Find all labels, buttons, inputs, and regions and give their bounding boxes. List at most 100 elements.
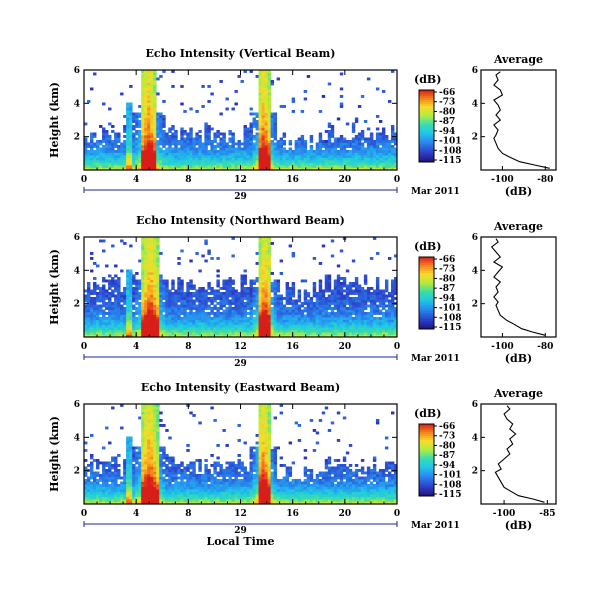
heatmap-cell bbox=[243, 334, 247, 338]
heatmap-cell bbox=[147, 85, 151, 88]
heatmap-cell bbox=[243, 155, 247, 158]
heatmap-cell bbox=[258, 100, 262, 103]
heatmap-cell bbox=[96, 501, 100, 505]
heatmap-cell bbox=[99, 289, 103, 293]
heatmap-cell bbox=[153, 461, 157, 465]
heatmap-cell bbox=[237, 302, 241, 305]
heatmap-cell bbox=[183, 130, 187, 133]
heatmap-cell bbox=[249, 284, 253, 288]
heatmap-cell bbox=[318, 304, 323, 308]
colorbar-segment bbox=[419, 273, 434, 276]
heatmap-cell bbox=[90, 150, 94, 153]
heatmap-cell bbox=[102, 489, 106, 492]
heatmap-cell bbox=[390, 152, 395, 156]
heatmap-cell bbox=[153, 130, 157, 133]
heatmap-cell bbox=[144, 294, 148, 298]
heatmap-cell bbox=[126, 284, 130, 288]
heatmap-cell bbox=[114, 309, 118, 313]
x-tick-label: 12 bbox=[234, 342, 247, 352]
heatmap-cell bbox=[351, 142, 356, 146]
heatmap-cell bbox=[126, 451, 130, 455]
heatmap-cell bbox=[150, 461, 154, 465]
heatmap-cell bbox=[144, 160, 148, 163]
heatmap-cell bbox=[264, 259, 268, 263]
heatmap-cell bbox=[126, 160, 130, 163]
heatmap-cell bbox=[126, 449, 130, 452]
heatmap-cell bbox=[165, 327, 169, 330]
heatmap-cell bbox=[126, 130, 130, 133]
heatmap-cell bbox=[231, 294, 235, 298]
heatmap-cell bbox=[357, 299, 362, 303]
heatmap-cell bbox=[141, 304, 145, 308]
heatmap-cell bbox=[84, 484, 88, 487]
heatmap-cell bbox=[390, 145, 395, 148]
heatmap-cell bbox=[270, 117, 275, 121]
heatmap-cell bbox=[360, 294, 365, 298]
heatmap-cell bbox=[204, 152, 208, 156]
heatmap-cell bbox=[285, 314, 290, 318]
heatmap-cell bbox=[261, 162, 265, 166]
heatmap-cell bbox=[243, 160, 247, 163]
heatmap-cell bbox=[138, 122, 142, 126]
heatmap-cell bbox=[345, 150, 350, 153]
heatmap-cell bbox=[174, 334, 178, 338]
heatmap-cell bbox=[126, 499, 130, 502]
heatmap-cell bbox=[144, 329, 148, 333]
heatmap-cell bbox=[141, 456, 145, 460]
heatmap-cell bbox=[333, 160, 338, 163]
heatmap-cell bbox=[96, 332, 100, 335]
heatmap-cell bbox=[366, 160, 371, 163]
heatmap-cell bbox=[210, 332, 214, 335]
heatmap-cell bbox=[153, 140, 157, 143]
heatmap-cell bbox=[384, 152, 389, 156]
heatmap-cell bbox=[264, 160, 268, 163]
heatmap-cell bbox=[339, 334, 344, 338]
heatmap-cell bbox=[114, 481, 118, 485]
heatmap-cell bbox=[150, 409, 154, 412]
heatmap-cell bbox=[156, 132, 160, 136]
heatmap-cell bbox=[144, 272, 148, 275]
heatmap-cell bbox=[123, 486, 127, 490]
heatmap-cell bbox=[228, 150, 232, 153]
heatmap-cell bbox=[366, 297, 371, 300]
heatmap-cell bbox=[147, 449, 151, 452]
heatmap-cell bbox=[153, 125, 157, 128]
heatmap-cell bbox=[216, 307, 220, 310]
heatmap-cell bbox=[120, 332, 124, 335]
heatmap-cell bbox=[147, 491, 151, 495]
heatmap-cell bbox=[390, 70, 395, 73]
heatmap-cell bbox=[93, 496, 97, 500]
heatmap-cell bbox=[135, 481, 139, 485]
heatmap-cell bbox=[120, 309, 124, 313]
heatmap-cell bbox=[144, 334, 148, 338]
heatmap-cell bbox=[129, 322, 133, 325]
heatmap-cell bbox=[123, 155, 127, 158]
heatmap-cell bbox=[159, 297, 163, 300]
heatmap-cell bbox=[84, 140, 88, 143]
heatmap-cell bbox=[390, 155, 395, 158]
heatmap-cell bbox=[150, 446, 154, 450]
heatmap-cell bbox=[126, 120, 130, 123]
heatmap-cell bbox=[348, 304, 353, 308]
heatmap-cell bbox=[150, 444, 154, 447]
heatmap-cell bbox=[342, 312, 347, 315]
heatmap-cell bbox=[393, 319, 398, 323]
heatmap-cell bbox=[117, 145, 121, 148]
heatmap-cell bbox=[222, 327, 226, 330]
heatmap-cell bbox=[147, 247, 151, 250]
heatmap-cell bbox=[159, 165, 163, 168]
heatmap-cell bbox=[180, 312, 184, 315]
heatmap-cell bbox=[192, 302, 196, 305]
heatmap-cell bbox=[258, 267, 262, 270]
heatmap-cell bbox=[135, 155, 139, 158]
heatmap-cell bbox=[261, 252, 265, 255]
heatmap-cell bbox=[144, 431, 148, 435]
heatmap-cell bbox=[339, 282, 344, 285]
heatmap-cell bbox=[357, 332, 362, 335]
heatmap-cell bbox=[105, 147, 109, 151]
heatmap-cell bbox=[135, 137, 139, 141]
heatmap-cell bbox=[123, 165, 127, 168]
heatmap-cell bbox=[93, 317, 97, 320]
heatmap-cell bbox=[303, 90, 308, 93]
heatmap-cell bbox=[231, 302, 235, 305]
